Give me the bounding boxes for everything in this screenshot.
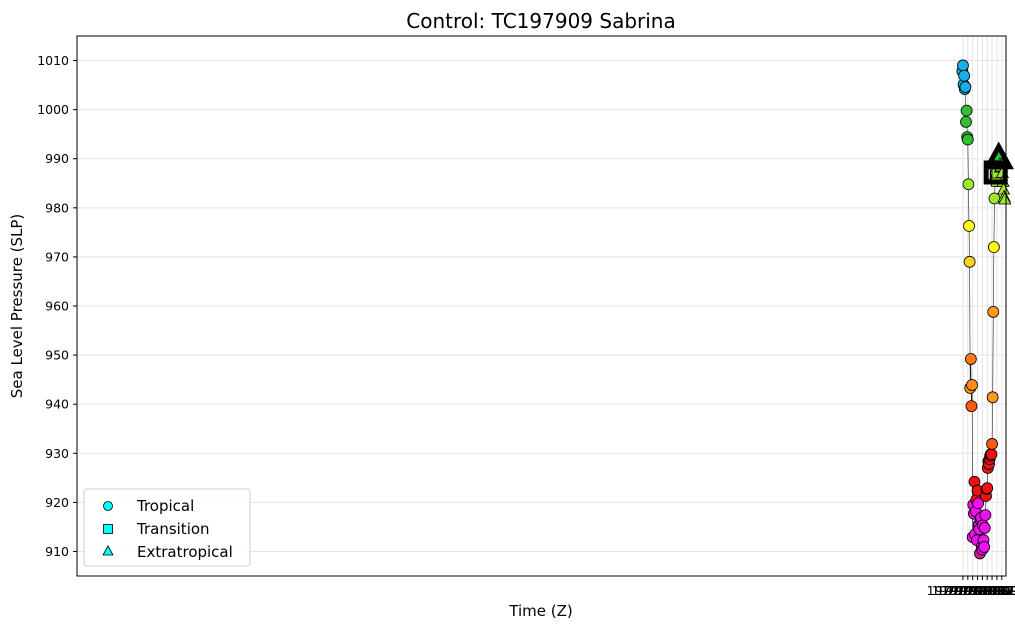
- y-tick-label: 1000: [37, 102, 69, 117]
- legend-marker-transition: [103, 524, 113, 534]
- tropical-point: [964, 353, 977, 365]
- tropical-point: [972, 497, 985, 510]
- tropical-point: [986, 438, 998, 450]
- data-points: [956, 59, 1012, 560]
- tropical-point: [985, 448, 998, 461]
- legend-box: [83, 488, 251, 567]
- tropical-point: [965, 400, 978, 413]
- y-tick-label: 940: [45, 397, 69, 412]
- tropical-point: [979, 509, 992, 522]
- x-tick-label: 1979-09-07: [941, 583, 1014, 598]
- x-tick-label: 1979-09-15: [961, 583, 1015, 598]
- y-tick-label: 930: [45, 446, 69, 461]
- y-axis-label: Sea Level Pressure (SLP): [8, 214, 26, 399]
- legend-marker-tropical: [103, 501, 113, 511]
- x-axis-label: Time (Z): [508, 602, 572, 620]
- tropical-point: [958, 69, 971, 82]
- x-tick-label: 1979-09-09: [946, 583, 1015, 598]
- x-tick-label: 1979-09-11: [951, 583, 1015, 598]
- tropical-point: [961, 133, 974, 146]
- legend-label-transition: Transition: [136, 520, 210, 538]
- tropical-point: [963, 255, 976, 268]
- tropical-point: [960, 116, 972, 128]
- x-tick-label: 1979-09-01: [927, 583, 1000, 598]
- tropical-point: [959, 81, 972, 93]
- y-tick-label: 970: [45, 249, 69, 264]
- y-tick-label: 980: [45, 200, 69, 215]
- y-tick-label: 920: [45, 495, 69, 510]
- y-tick-label: 960: [45, 299, 69, 314]
- legend-marker-extratropical: [102, 545, 114, 556]
- tropical-point: [957, 59, 969, 72]
- tropical-point: [963, 220, 975, 232]
- x-tick-label: 1979-09-13: [956, 583, 1015, 598]
- tropical-point: [981, 482, 994, 495]
- tropical-point: [960, 104, 973, 117]
- tropical-point: [966, 379, 978, 391]
- highlight-triangle-marker: [983, 141, 1014, 170]
- tropical-point: [978, 521, 991, 534]
- legend-label-tropical: Tropical: [136, 497, 194, 515]
- highlighted-points: [983, 141, 1014, 185]
- tropical-point: [988, 192, 1001, 205]
- legend-label-extratropical: Extratropical: [137, 543, 233, 561]
- y-tick-label: 1010: [37, 53, 69, 68]
- tropical-point: [987, 241, 1000, 253]
- highlight-square-marker: [983, 160, 1008, 185]
- y-tick-label: 910: [45, 544, 69, 559]
- tropical-point: [986, 391, 999, 404]
- tropical-point: [962, 178, 975, 191]
- chart-title: Control: TC197909 Sabrina: [406, 9, 675, 33]
- x-tick-label: 1979-09-03: [931, 583, 1004, 598]
- x-tick-label: 1979-09-17: [965, 583, 1015, 598]
- y-tick-label: 950: [45, 348, 69, 363]
- tropical-point: [987, 305, 1000, 318]
- x-tick-label: 1979-09-05: [936, 583, 1009, 598]
- x-axis-ticks: 1979-09-011979-09-031979-09-051979-09-07…: [927, 576, 1015, 598]
- y-tick-label: 990: [45, 151, 69, 166]
- tropical-point: [978, 541, 991, 553]
- legend: Tropical Transition Extratropical: [83, 488, 251, 567]
- extratropical-point: [998, 192, 1012, 205]
- y-axis-ticks: 910 920 930 940 950 960 970 980 990 1000 1010: [37, 53, 77, 559]
